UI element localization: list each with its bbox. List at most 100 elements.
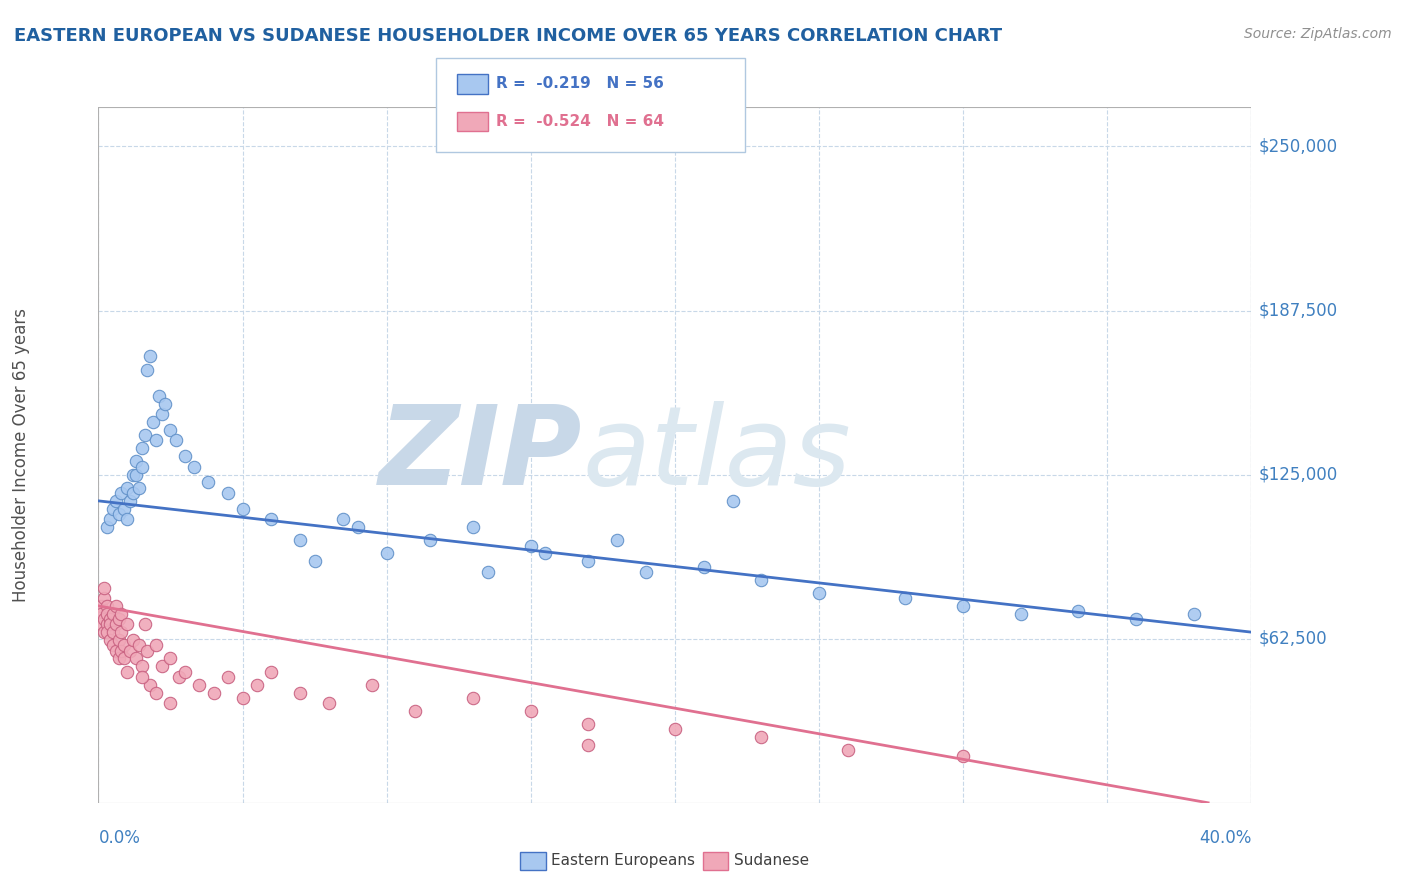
- Point: [107, 633, 129, 648]
- Point: [122, 633, 145, 648]
- Point: [131, 442, 153, 456]
- Point: [98, 633, 121, 648]
- Point: [405, 704, 427, 718]
- Point: [290, 685, 312, 699]
- Point: [231, 501, 254, 516]
- Point: [125, 454, 148, 468]
- Point: [664, 723, 686, 737]
- Point: [1010, 607, 1032, 621]
- Point: [98, 512, 121, 526]
- Point: [807, 586, 830, 600]
- Point: [93, 625, 115, 640]
- Text: 0.0%: 0.0%: [98, 830, 141, 847]
- Point: [197, 475, 219, 490]
- Point: [174, 449, 197, 463]
- Point: [578, 554, 600, 568]
- Point: [96, 607, 118, 621]
- Point: [290, 533, 312, 548]
- Point: [122, 486, 145, 500]
- Point: [117, 512, 138, 526]
- Point: [117, 481, 138, 495]
- Point: [578, 717, 600, 731]
- Point: [101, 501, 124, 516]
- Point: [96, 625, 118, 640]
- Point: [112, 501, 135, 516]
- Point: [90, 617, 112, 632]
- Point: [751, 573, 773, 587]
- Point: [110, 625, 132, 640]
- Point: [837, 743, 859, 757]
- Text: Sudanese: Sudanese: [734, 854, 808, 868]
- Text: R =  -0.524   N = 64: R = -0.524 N = 64: [496, 114, 664, 128]
- Point: [104, 617, 127, 632]
- Text: $125,000: $125,000: [1258, 466, 1337, 483]
- Point: [136, 643, 159, 657]
- Point: [110, 607, 132, 621]
- Point: [136, 362, 159, 376]
- Point: [131, 459, 153, 474]
- Point: [952, 748, 974, 763]
- Point: [101, 607, 124, 621]
- Point: [1125, 612, 1147, 626]
- Point: [260, 512, 283, 526]
- Text: Householder Income Over 65 years: Householder Income Over 65 years: [13, 308, 30, 602]
- Point: [332, 512, 354, 526]
- Point: [150, 407, 173, 421]
- Point: [131, 659, 153, 673]
- Point: [520, 704, 543, 718]
- Point: [128, 638, 150, 652]
- Point: [96, 617, 118, 632]
- Point: [139, 678, 162, 692]
- Point: [578, 738, 600, 752]
- Point: [246, 678, 269, 692]
- Point: [112, 638, 135, 652]
- Point: [101, 625, 124, 640]
- Point: [520, 539, 543, 553]
- Point: [110, 643, 132, 657]
- Point: [145, 638, 167, 652]
- Point: [174, 665, 197, 679]
- Point: [96, 520, 118, 534]
- Point: [894, 591, 917, 605]
- Point: [104, 643, 127, 657]
- Point: [534, 546, 557, 560]
- Point: [142, 415, 165, 429]
- Point: [150, 659, 173, 673]
- Text: $62,500: $62,500: [1258, 630, 1327, 648]
- Point: [93, 591, 115, 605]
- Point: [145, 434, 167, 448]
- Point: [188, 678, 211, 692]
- Point: [318, 696, 340, 710]
- Point: [952, 599, 974, 613]
- Point: [107, 612, 129, 626]
- Point: [120, 643, 142, 657]
- Point: [125, 651, 148, 665]
- Point: [159, 423, 181, 437]
- Point: [606, 533, 628, 548]
- Point: [117, 617, 138, 632]
- Text: 40.0%: 40.0%: [1199, 830, 1251, 847]
- Point: [93, 581, 115, 595]
- Point: [131, 670, 153, 684]
- Point: [128, 481, 150, 495]
- Point: [98, 617, 121, 632]
- Point: [120, 494, 142, 508]
- Point: [107, 651, 129, 665]
- Point: [125, 467, 148, 482]
- Text: EASTERN EUROPEAN VS SUDANESE HOUSEHOLDER INCOME OVER 65 YEARS CORRELATION CHART: EASTERN EUROPEAN VS SUDANESE HOUSEHOLDER…: [14, 27, 1002, 45]
- Point: [98, 612, 121, 626]
- Text: $187,500: $187,500: [1258, 301, 1337, 319]
- Point: [134, 428, 156, 442]
- Point: [1182, 607, 1205, 621]
- Text: atlas: atlas: [582, 401, 851, 508]
- Point: [148, 389, 170, 403]
- Point: [217, 670, 239, 684]
- Text: R =  -0.219   N = 56: R = -0.219 N = 56: [496, 77, 664, 91]
- Point: [107, 507, 129, 521]
- Point: [202, 685, 225, 699]
- Point: [1067, 604, 1090, 618]
- Point: [159, 651, 181, 665]
- Point: [304, 554, 326, 568]
- Point: [217, 486, 239, 500]
- Point: [122, 467, 145, 482]
